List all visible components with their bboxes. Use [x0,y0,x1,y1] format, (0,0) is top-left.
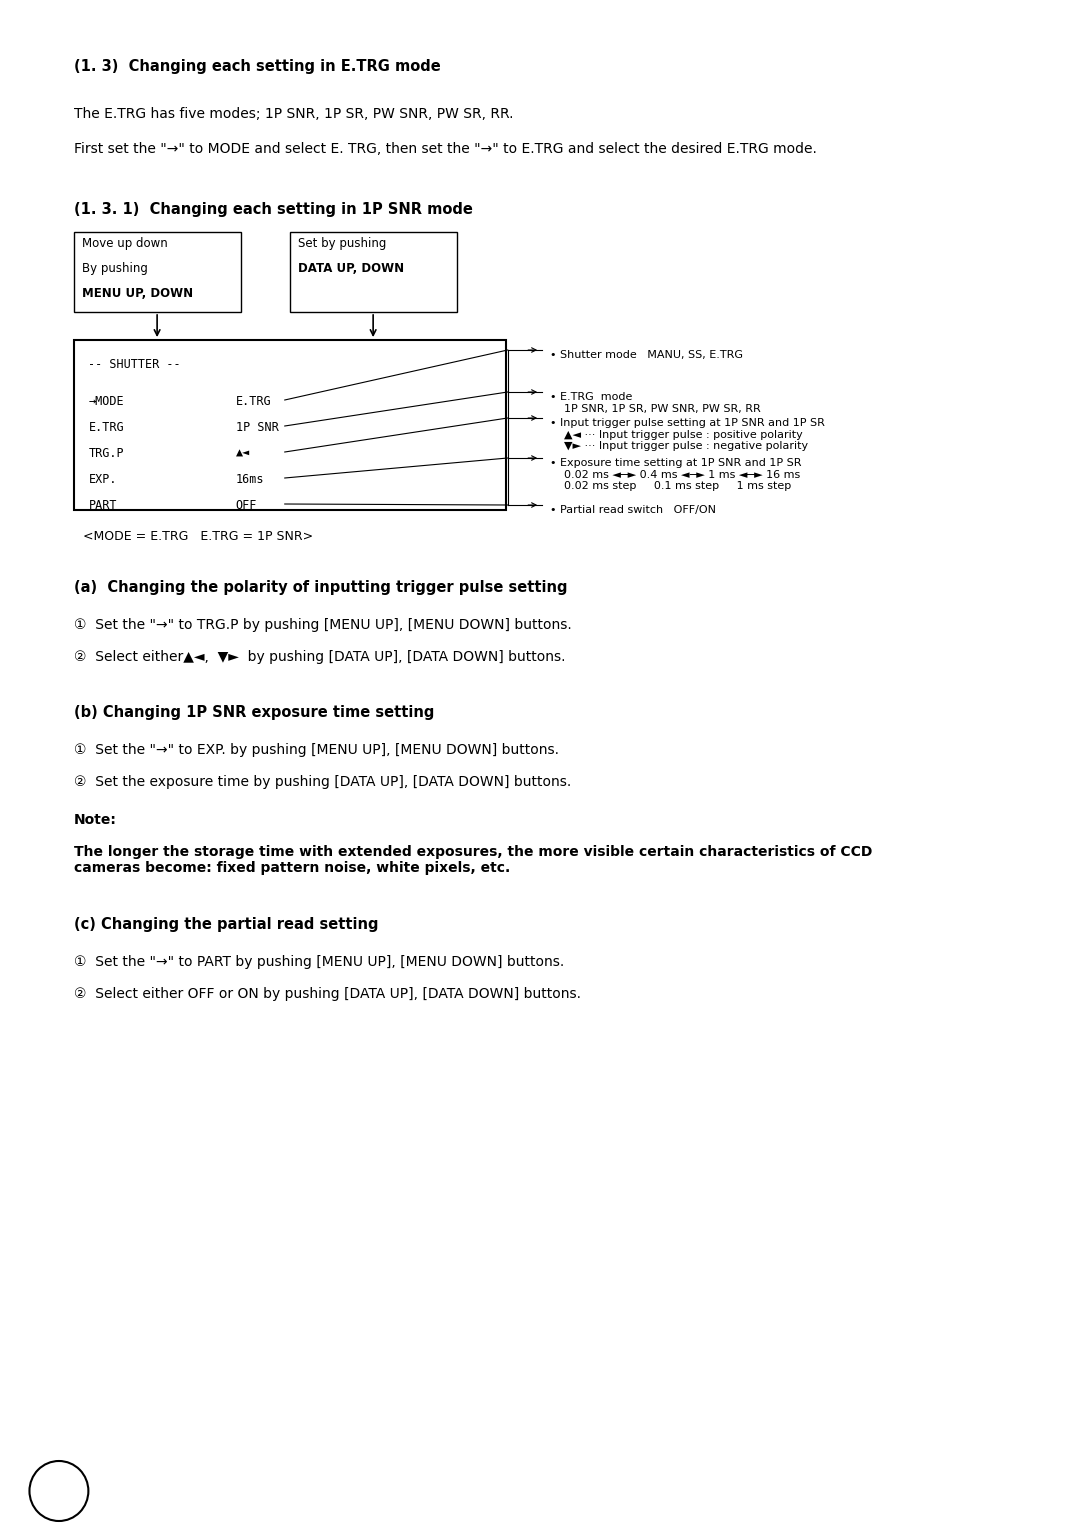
Text: The E.TRG has five modes; 1P SNR, 1P SR, PW SNR, PW SR, RR.: The E.TRG has five modes; 1P SNR, 1P SR,… [73,107,513,121]
Text: • Shutter mode   MANU, SS, E.TRG: • Shutter mode MANU, SS, E.TRG [550,350,743,359]
Text: The longer the storage time with extended exposures, the more visible certain ch: The longer the storage time with extende… [73,846,872,875]
Text: ▲◄: ▲◄ [235,446,249,460]
Text: • Partial read switch   OFF/ON: • Partial read switch OFF/ON [550,505,716,515]
Text: ②  Select either▲◄,  ▼►  by pushing [DATA UP], [DATA DOWN] buttons.: ② Select either▲◄, ▼► by pushing [DATA U… [73,650,565,664]
Text: (a)  Changing the polarity of inputting trigger pulse setting: (a) Changing the polarity of inputting t… [73,579,567,595]
Text: (1. 3)  Changing each setting in E.TRG mode: (1. 3) Changing each setting in E.TRG mo… [73,60,441,73]
Text: (b) Changing 1P SNR exposure time setting: (b) Changing 1P SNR exposure time settin… [73,705,434,720]
FancyBboxPatch shape [73,339,505,511]
Text: (c) Changing the partial read setting: (c) Changing the partial read setting [73,917,378,933]
Text: <MODE = E.TRG   E.TRG = 1P SNR>: <MODE = E.TRG E.TRG = 1P SNR> [83,531,313,543]
Text: First set the "→" to MODE and select E. TRG, then set the "→" to E.TRG and selec: First set the "→" to MODE and select E. … [73,142,816,156]
Text: EXP.: EXP. [89,472,117,486]
Text: Set by pushing: Set by pushing [297,237,386,251]
Text: 16ms: 16ms [235,472,265,486]
Text: ①  Set the "→" to EXP. by pushing [MENU UP], [MENU DOWN] buttons.: ① Set the "→" to EXP. by pushing [MENU U… [73,743,558,757]
Text: ②  Set the exposure time by pushing [DATA UP], [DATA DOWN] buttons.: ② Set the exposure time by pushing [DATA… [73,775,571,789]
Text: →MODE: →MODE [89,394,124,408]
Circle shape [29,1462,89,1521]
Text: 1P SNR: 1P SNR [235,420,279,434]
Text: • E.TRG  mode
    1P SNR, 1P SR, PW SNR, PW SR, RR: • E.TRG mode 1P SNR, 1P SR, PW SNR, PW S… [550,391,760,414]
Text: By pushing: By pushing [81,261,147,275]
Text: ①  Set the "→" to TRG.P by pushing [MENU UP], [MENU DOWN] buttons.: ① Set the "→" to TRG.P by pushing [MENU … [73,618,571,631]
Text: • Input trigger pulse setting at 1P SNR and 1P SR
    ▲◄ ··· Input trigger pulse: • Input trigger pulse setting at 1P SNR … [550,417,825,451]
Text: -- SHUTTER --: -- SHUTTER -- [89,358,181,372]
Text: ②  Select either OFF or ON by pushing [DATA UP], [DATA DOWN] buttons.: ② Select either OFF or ON by pushing [DA… [73,988,581,1001]
FancyBboxPatch shape [73,232,241,312]
Text: TRG.P: TRG.P [89,446,124,460]
Text: • Exposure time setting at 1P SNR and 1P SR
    0.02 ms ◄─► 0.4 ms ◄─► 1 ms ◄─► : • Exposure time setting at 1P SNR and 1P… [550,459,801,491]
Text: (1. 3. 1)  Changing each setting in 1P SNR mode: (1. 3. 1) Changing each setting in 1P SN… [73,202,473,217]
Text: MENU UP, DOWN: MENU UP, DOWN [81,287,192,300]
Text: Note:: Note: [73,813,117,827]
Text: DATA UP, DOWN: DATA UP, DOWN [297,261,404,275]
Text: ①  Set the "→" to PART by pushing [MENU UP], [MENU DOWN] buttons.: ① Set the "→" to PART by pushing [MENU U… [73,956,564,969]
Text: E.TRG: E.TRG [89,420,124,434]
Text: Move up down: Move up down [81,237,167,251]
Text: OFF: OFF [235,498,257,512]
Text: PART: PART [89,498,117,512]
FancyBboxPatch shape [289,232,457,312]
Text: 14: 14 [48,1482,70,1500]
Text: E.TRG: E.TRG [235,394,271,408]
